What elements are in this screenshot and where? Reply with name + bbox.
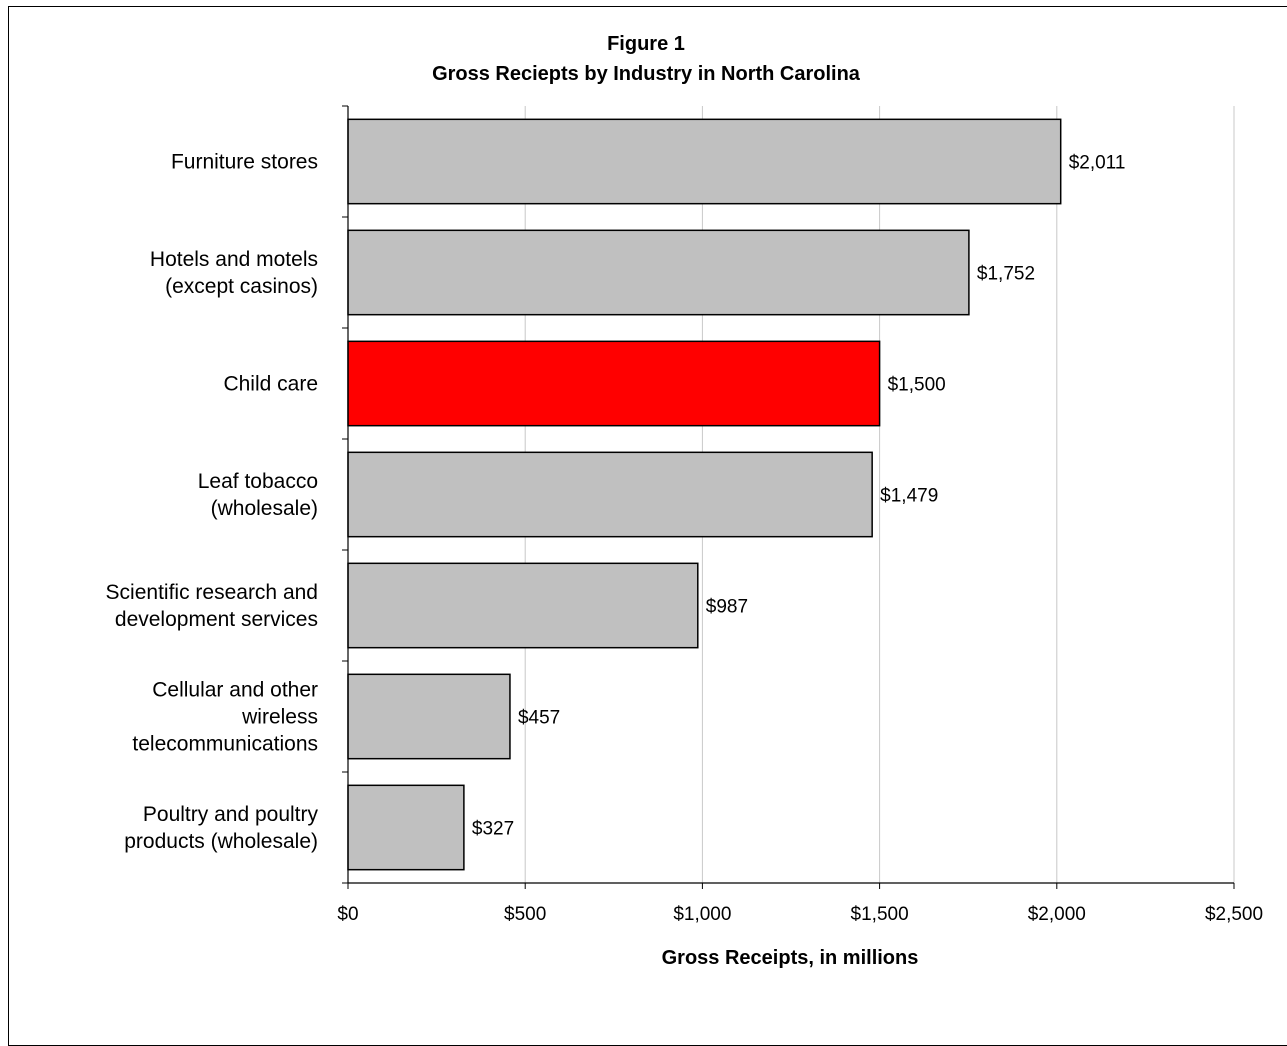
data-label: $1,752 <box>977 264 1035 285</box>
category-label-line: Poultry and poultry <box>143 803 319 826</box>
bars <box>347 118 1062 871</box>
data-label: $2,011 <box>1069 153 1126 174</box>
data-label: $457 <box>518 708 560 729</box>
x-tick-label: $1,500 <box>851 904 909 925</box>
category-label-line: (except casinos) <box>165 275 318 298</box>
category-label-line: products (wholesale) <box>124 830 318 853</box>
chart-subtitle: Gross Reciepts by Industry in North Caro… <box>432 63 861 85</box>
data-labels: $2,011 $1,752 $1,500 $1,479 $987 $457 $327 <box>472 153 1126 840</box>
x-tick-label: $0 <box>337 904 358 925</box>
category-label: Poultry and poultry products (wholesale) <box>124 803 318 853</box>
category-label: Hotels and motels (except casinos) <box>150 248 318 298</box>
chart-title: Figure 1 <box>607 33 685 55</box>
category-label: Leaf tobacco (wholesale) <box>198 470 318 520</box>
category-label-line: Child care <box>223 373 318 396</box>
data-label: $1,500 <box>888 375 946 396</box>
bar <box>347 784 465 871</box>
data-label: $1,479 <box>880 486 938 507</box>
data-label: $327 <box>472 819 514 840</box>
x-tick-label: $500 <box>504 904 546 925</box>
category-label: Cellular and other wireless telecommunicat… <box>132 679 318 756</box>
bar <box>347 340 881 427</box>
category-label-line: wireless <box>241 706 318 729</box>
category-label-line: telecommunications <box>132 733 318 756</box>
category-label-line: Furniture stores <box>171 151 318 174</box>
axes <box>342 105 1235 889</box>
category-label-line: Scientific research and <box>106 581 318 604</box>
category-label-line: Cellular and other <box>152 679 318 702</box>
bar <box>347 229 970 316</box>
bar <box>347 562 699 649</box>
x-tick-label: $2,000 <box>1028 904 1086 925</box>
data-label: $987 <box>706 597 748 618</box>
bar <box>347 451 873 538</box>
category-label-line: Leaf tobacco <box>198 470 318 493</box>
bar <box>347 118 1062 205</box>
category-label-line: (wholesale) <box>211 497 318 520</box>
x-tick-label: $2,500 <box>1205 904 1263 925</box>
category-label: Furniture stores <box>171 151 318 174</box>
category-label: Scientific research and development servi… <box>106 581 318 631</box>
x-tick-labels: $0 $500 $1,000 $1,500 $2,000 $2,500 <box>337 904 1263 925</box>
category-labels: Furniture stores Hotels and motels (except… <box>106 151 319 854</box>
category-label-line: development services <box>115 608 318 631</box>
x-tick-label: $1,000 <box>673 904 731 925</box>
category-label-line: Hotels and motels <box>150 248 318 271</box>
category-label: Child care <box>223 373 318 396</box>
bar <box>347 673 511 760</box>
x-axis-label: Gross Receipts, in millions <box>662 947 919 969</box>
